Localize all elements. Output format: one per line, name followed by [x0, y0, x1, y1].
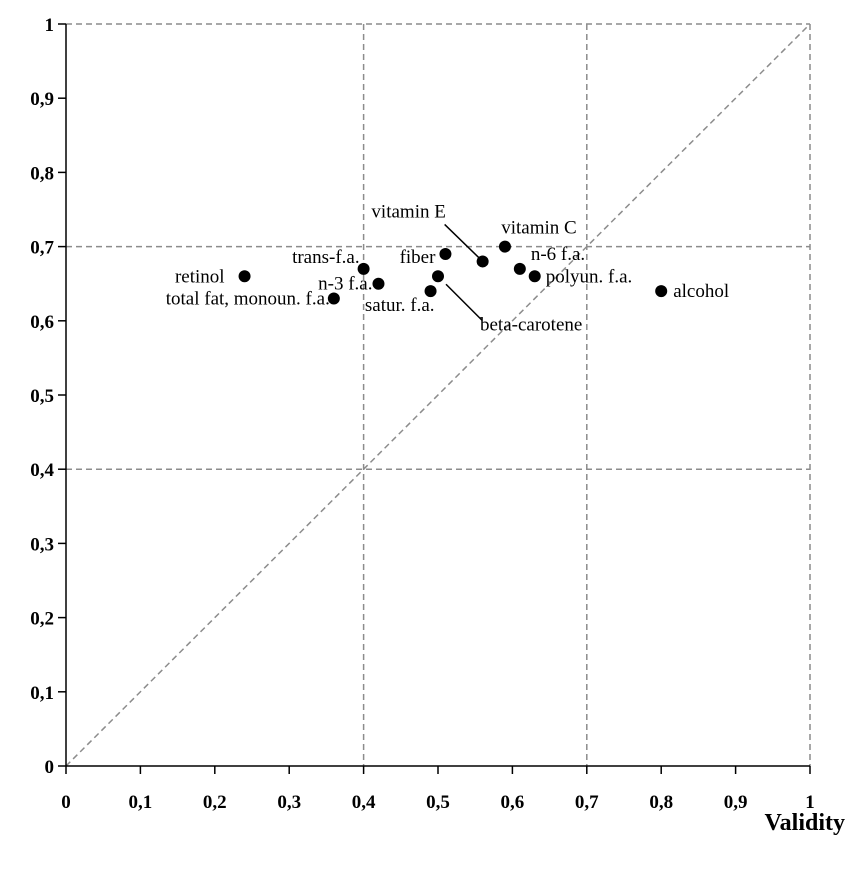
axes — [58, 23, 811, 774]
diagonal-reference-line — [65, 23, 811, 767]
leader-line — [445, 283, 483, 321]
data-point — [372, 277, 385, 290]
x-tick-label: 0,1 — [129, 792, 153, 813]
y-tick-label: 0,4 — [30, 460, 54, 481]
y-tick-label: 0,6 — [30, 312, 54, 333]
data-point — [513, 262, 526, 275]
y-tick-label: 0,1 — [30, 683, 54, 704]
data-point — [424, 285, 437, 298]
point-label: vitamin E — [371, 201, 445, 222]
point-label: beta-carotene — [480, 314, 582, 335]
x-tick-label: 0,8 — [649, 792, 673, 813]
y-tick-label: 0,2 — [30, 609, 54, 630]
point-label: retinol — [175, 266, 225, 287]
data-points — [238, 240, 668, 305]
point-label: satur. f.a. — [365, 295, 435, 316]
point-label: n-3 f.a. — [318, 274, 372, 295]
x-tick-label: 0,5 — [426, 792, 450, 813]
y-tick-label: 0,7 — [30, 238, 54, 259]
data-point — [439, 248, 452, 261]
leader-line — [444, 223, 481, 259]
data-point — [476, 255, 489, 268]
data-point — [432, 270, 444, 283]
point-label: trans-f.a. — [292, 247, 360, 268]
y-tick-label: 0,8 — [30, 163, 54, 184]
data-point — [357, 262, 370, 275]
data-point — [655, 285, 668, 298]
x-axis-title: Validity — [765, 810, 845, 836]
point-label: alcohol — [673, 281, 729, 302]
x-tick-label: 0 — [61, 792, 71, 813]
x-tick-label: 0,3 — [277, 792, 301, 813]
point-label: total fat, monoun. f.a. — [166, 289, 330, 310]
grid-lines — [66, 23, 811, 766]
data-point — [327, 292, 340, 305]
x-tick-label: 0,9 — [724, 792, 748, 813]
y-tick-label: 0 — [45, 757, 55, 778]
point-label: fiber — [400, 247, 437, 268]
x-tick-label: 0,4 — [352, 792, 376, 813]
x-tick-label: 0,6 — [501, 792, 525, 813]
point-label: n-6 f.a. — [531, 244, 585, 265]
y-tick-label: 0,3 — [30, 534, 54, 555]
point-label: polyun. f.a. — [546, 266, 633, 287]
y-tick-label: 0,5 — [30, 386, 54, 407]
data-point — [498, 240, 511, 253]
x-tick-label: 0,7 — [575, 792, 599, 813]
point-label: vitamin C — [501, 218, 576, 239]
y-tick-label: 0,9 — [30, 89, 54, 110]
x-tick-label: 0,2 — [203, 792, 227, 813]
label-leader-lines — [444, 223, 483, 321]
data-point — [528, 270, 541, 283]
y-tick-labels: 0 0,1 0,2 0,3 0,4 0,5 0,6 0,7 0,8 0,9 1 — [30, 15, 54, 778]
x-tick-label: 1 — [805, 792, 815, 813]
x-tick-labels: 0 0,1 0,2 0,3 0,4 0,5 0,6 0,7 0,8 0,9 1 — [61, 792, 815, 813]
data-point — [238, 270, 251, 283]
y-tick-label: 1 — [45, 15, 55, 36]
